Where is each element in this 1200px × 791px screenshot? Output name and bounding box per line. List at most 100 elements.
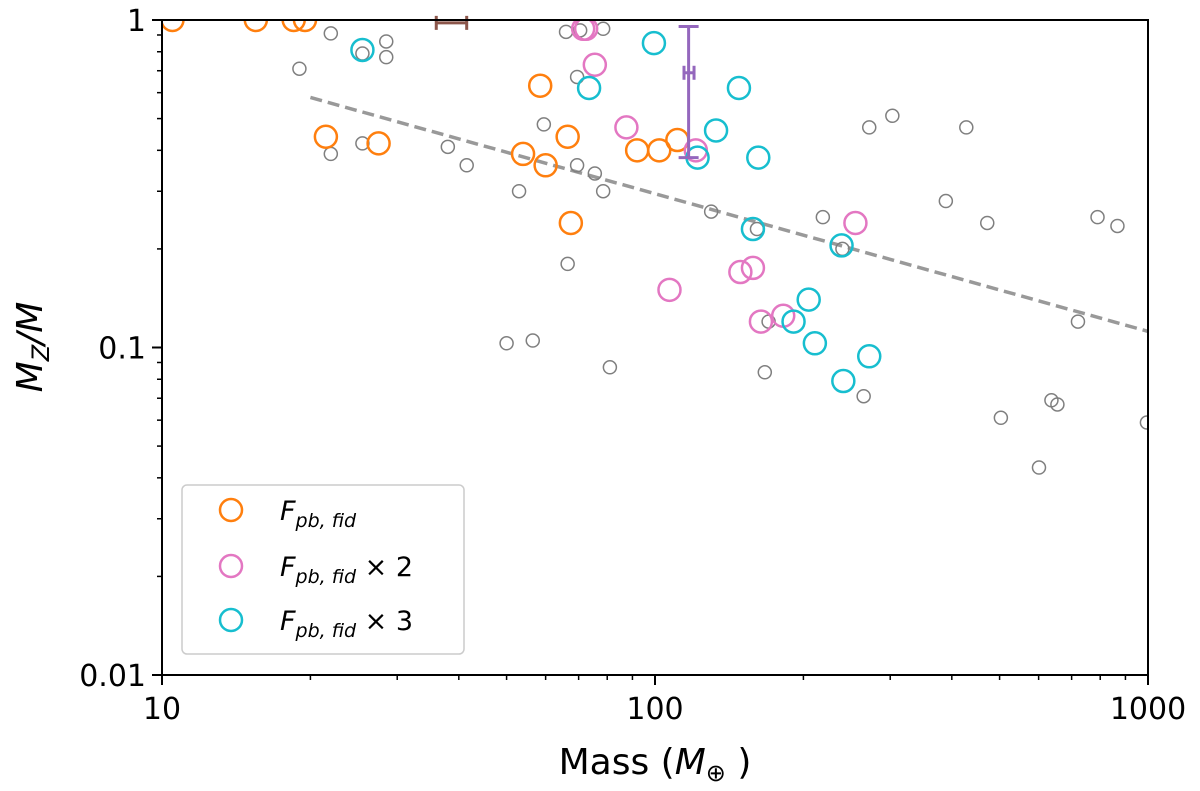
series-2-point-1 (576, 75, 602, 101)
series-0-point-2 (281, 20, 306, 33)
gray-point-22 (703, 204, 719, 219)
x-axis-label-text: Mass ( (559, 742, 675, 783)
x-axis-label-unit-sub: ⊕ (706, 759, 726, 787)
legend-item-2: Fpb, fid × 3 (218, 606, 413, 642)
gray-point-40 (1110, 218, 1125, 234)
series-2-point-8 (781, 309, 806, 334)
gray-point-9 (499, 336, 514, 351)
series-0-point-12 (646, 138, 672, 163)
gray-point-18 (587, 166, 603, 181)
legend-item-0: Fpb, fid (218, 496, 357, 532)
legend-label-1: Fpb, fid × 2 (280, 552, 413, 588)
y-axis-label-tail: /M (10, 302, 51, 348)
series-2-point-9 (796, 287, 821, 312)
gray-point-11 (525, 333, 541, 348)
trend-line (309, 95, 1149, 334)
series-0-point-0 (162, 20, 185, 33)
series-0-point-1 (243, 20, 269, 33)
series-2-point-7 (746, 145, 771, 170)
error-bar-0 (434, 15, 469, 30)
legend-label-0: Fpb, fid (280, 496, 357, 532)
series-0-point-7 (527, 73, 553, 98)
gray-point-39 (1090, 209, 1105, 225)
gray-point-12 (536, 117, 552, 132)
errorbar-layer (434, 15, 699, 160)
gray-point-6 (378, 49, 394, 65)
gray-point-35 (1031, 460, 1047, 475)
legend-marker-1 (218, 553, 244, 579)
x-tick-label-2: 1000 (1110, 692, 1186, 727)
y-tick-label-2: 1 (127, 4, 146, 39)
x-axis-label-unit: M (675, 742, 706, 783)
points-layer (162, 20, 1148, 475)
series-2-point-0 (350, 37, 375, 63)
series-1-point-1 (573, 20, 599, 42)
series-2-point-12 (831, 368, 856, 394)
x-axis-label-close: ) (726, 742, 752, 783)
legend-frame (181, 484, 465, 655)
series-1-point-4 (657, 277, 682, 303)
series-0-point-3 (292, 20, 318, 33)
gray-point-33 (980, 215, 995, 231)
gray-point-41 (1139, 415, 1148, 430)
gray-point-14 (560, 256, 575, 272)
y-axis-label-main: M (10, 361, 51, 392)
series-1-point-10 (843, 210, 868, 236)
gray-point-31 (938, 193, 954, 209)
gray-point-30 (885, 108, 900, 124)
gray-point-1 (323, 26, 339, 41)
series-2-point-5 (726, 75, 752, 101)
legend-item-1: Fpb, fid × 2 (218, 552, 413, 588)
x-tick-label-0: 10 (143, 692, 181, 727)
legend-items: Fpb, fid Fpb, fid × 2 Fpb, fid × 3 (218, 496, 413, 642)
legend-marker-2 (218, 607, 244, 633)
gray-point-38 (1070, 314, 1086, 329)
gray-point-28 (856, 388, 871, 404)
y-axis-label: MZ/M (10, 302, 55, 393)
legend-marker-0 (218, 497, 244, 523)
series-1-point-7 (740, 255, 766, 281)
series-2-point-4 (703, 118, 729, 143)
series-2-point-11 (829, 233, 854, 258)
series-0-point-9 (555, 124, 580, 150)
gray-point-34 (993, 410, 1009, 426)
series-0-point-4 (313, 124, 339, 150)
gray-point-0 (292, 61, 307, 76)
series-0-point-5 (366, 131, 391, 156)
series-1-point-8 (748, 309, 774, 334)
error-bar-1 (678, 25, 699, 160)
gray-point-16 (569, 158, 585, 173)
series-2-point-2 (641, 30, 667, 56)
series-2-point-13 (856, 344, 882, 369)
gray-point-10 (511, 183, 527, 199)
series-1-point-2 (582, 52, 608, 78)
x-tick-label-1: 100 (626, 692, 683, 727)
gray-point-26 (815, 209, 831, 225)
ticks-layer: 10 100 1000 0.01 0.1 1 (79, 4, 1186, 727)
gray-point-15 (569, 69, 585, 85)
gray-point-32 (959, 120, 974, 135)
legend-label-2: Fpb, fid × 3 (280, 606, 413, 642)
series-1-point-3 (614, 115, 639, 140)
series-2-point-10 (802, 331, 828, 356)
gray-point-24 (757, 365, 773, 380)
series-1-point-6 (728, 259, 753, 285)
y-axis-label-sub: Z (27, 344, 55, 362)
series-2-point-6 (740, 216, 766, 242)
trend-layer (309, 95, 1149, 334)
gray-point-20 (595, 183, 611, 199)
gray-point-5 (378, 34, 394, 49)
gray-point-7 (440, 139, 456, 155)
gray-point-21 (602, 360, 618, 375)
y-tick-label-0: 0.01 (79, 659, 146, 694)
gray-point-4 (355, 136, 370, 151)
series-0-point-10 (558, 210, 584, 236)
y-tick-label-1: 0.1 (98, 332, 146, 367)
series-0-point-8 (533, 153, 558, 178)
gray-point-8 (459, 158, 474, 173)
x-axis-label: Mass (M⊕ ) (559, 742, 752, 787)
gray-point-37 (1050, 397, 1065, 412)
series-0-point-6 (510, 141, 536, 167)
legend: Fpb, fid Fpb, fid × 2 Fpb, fid × 3 (181, 484, 465, 655)
